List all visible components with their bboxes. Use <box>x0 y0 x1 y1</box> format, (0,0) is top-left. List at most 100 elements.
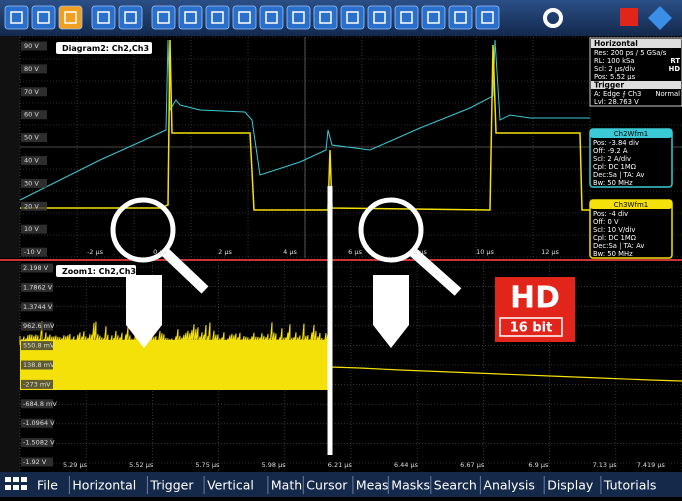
zoom-y-label: -1.5082 V <box>23 439 55 447</box>
toolbar-button[interactable] <box>232 5 257 30</box>
hd-logo: HD 16 bit <box>495 277 575 342</box>
toolbar-button[interactable] <box>340 5 365 30</box>
menu-item[interactable]: Masks <box>391 478 430 493</box>
menu-item[interactable]: File <box>37 478 58 493</box>
upper-y-label: 10 V <box>24 225 39 233</box>
zoom-y-label: -273 mV <box>23 380 51 388</box>
upper-y-label: -10 V <box>24 248 42 256</box>
y-label-bg <box>21 110 47 120</box>
menu-item[interactable]: Trigger <box>149 478 194 493</box>
ch2-line: Dec:Sa | TA: Av <box>593 171 644 179</box>
upper-y-label: 30 V <box>24 179 39 187</box>
y-label-bg <box>21 302 53 312</box>
horizontal-line: Pos: 5.52 µs <box>594 73 636 81</box>
menu-item[interactable]: Analysis <box>483 478 535 493</box>
display-area <box>0 36 682 472</box>
toolbar-button[interactable] <box>475 5 500 30</box>
toolbar-button[interactable] <box>421 5 446 30</box>
upper-axis-strip <box>0 36 20 258</box>
upper-y-label: 90 V <box>24 42 39 50</box>
apps-icon[interactable] <box>5 477 27 490</box>
upper-x-label: -2 µs <box>87 248 104 256</box>
hd-button[interactable] <box>620 8 638 26</box>
menu-item[interactable]: Search <box>434 478 477 493</box>
zoom-x-label: 6.21 µs <box>328 461 353 469</box>
zoom-y-label: -1.0964 V <box>23 419 55 427</box>
y-label-bg <box>21 282 53 292</box>
toolbar-button[interactable] <box>118 5 143 30</box>
y-label-bg <box>21 457 53 467</box>
ch3-line: Cpl: DC 1MΩ <box>593 234 636 242</box>
menu-item[interactable]: Vertical <box>207 478 254 493</box>
upper-x-label: 6 µs <box>348 248 362 256</box>
magnifier-right <box>358 197 462 348</box>
zoom-y-label: 2.198 V <box>23 264 49 272</box>
menu-item[interactable]: Meas <box>356 478 389 493</box>
upper-y-label: 20 V <box>24 202 39 210</box>
toolbar-button[interactable] <box>151 5 176 30</box>
upper-x-label: 4 µs <box>283 248 297 256</box>
toolbar-button[interactable] <box>91 5 116 30</box>
toolbar-button[interactable] <box>178 5 203 30</box>
menu-item[interactable]: Display <box>547 478 594 493</box>
toolbar-glyph <box>10 11 23 24</box>
ch2-line: Bw: 50 MHz <box>593 179 633 187</box>
y-label-bg <box>21 156 47 165</box>
bits-text: 16 bit <box>510 321 553 336</box>
y-label-bg <box>21 247 47 257</box>
toolbar-button[interactable] <box>259 5 284 30</box>
ch3-line: Scl: 10 V/div <box>593 226 635 234</box>
zoom-x-label: 6.44 µs <box>394 461 419 469</box>
menu-item[interactable]: Tutorials <box>603 478 656 493</box>
ch3-zoom-trace <box>329 366 682 382</box>
settings-button[interactable] <box>543 8 563 28</box>
y-label-bg <box>21 64 47 74</box>
zoom-y-label: 1.7862 V <box>23 283 53 291</box>
ch3-line: Bw: 50 MHz <box>593 250 633 258</box>
trigger-title: Trigger <box>594 81 624 90</box>
zoom-y-label: 962.6 mV <box>23 322 55 330</box>
upper-x-label: 8 µs <box>413 248 427 256</box>
toolbar-button[interactable] <box>58 5 83 30</box>
horizontal-line: Scl: 2 µs/div <box>594 65 635 73</box>
toolbar-glyph <box>184 11 197 24</box>
y-label-bg <box>21 438 53 448</box>
menu-item[interactable]: Horizontal <box>72 478 136 493</box>
horizontal-flag: RT <box>670 57 680 65</box>
horizontal-title-bg <box>591 39 681 48</box>
upper-x-label: 12 µs <box>541 248 559 256</box>
hd-text: HD <box>510 281 560 316</box>
upper-x-label: 10 µs <box>476 248 494 256</box>
toolbar-button[interactable] <box>205 5 230 30</box>
zoom-x-label: 5.52 µs <box>129 461 154 469</box>
upper-y-label: 80 V <box>24 65 39 73</box>
toolbar-glyph <box>97 11 110 24</box>
toolbar-button[interactable] <box>286 5 311 30</box>
y-label-bg <box>21 399 53 409</box>
toolbar-glyph <box>427 11 440 24</box>
ch2-line: Pos: -3.84 div <box>593 139 639 147</box>
brand-logo <box>648 6 672 30</box>
horizontal-line: RL: 100 kSa <box>594 57 635 65</box>
zoom-y-label: 1.3744 V <box>23 303 53 311</box>
toolbar-button[interactable] <box>448 5 473 30</box>
toolbar-glyph <box>265 11 278 24</box>
toolbar-button[interactable] <box>313 5 338 30</box>
toolbar-button[interactable] <box>367 5 392 30</box>
toolbar-glyph <box>157 11 170 24</box>
y-label-bg <box>21 263 53 273</box>
upper-y-label: 50 V <box>24 134 39 142</box>
zoom-x-label: 5.75 µs <box>195 461 220 469</box>
toolbar-button[interactable] <box>394 5 419 30</box>
toolbar-glyph <box>319 11 332 24</box>
menu-item[interactable]: Math <box>271 478 302 493</box>
toolbar-glyph <box>238 11 251 24</box>
toolbar-button[interactable] <box>31 5 56 30</box>
zoom-axis-strip <box>0 262 20 472</box>
toolbar-button[interactable] <box>4 5 29 30</box>
ch3-line: Pos: -4 div <box>593 210 628 218</box>
menu-item[interactable]: Cursor <box>306 478 348 493</box>
toolbar-glyph <box>481 11 494 24</box>
toolbar-glyph <box>211 11 224 24</box>
